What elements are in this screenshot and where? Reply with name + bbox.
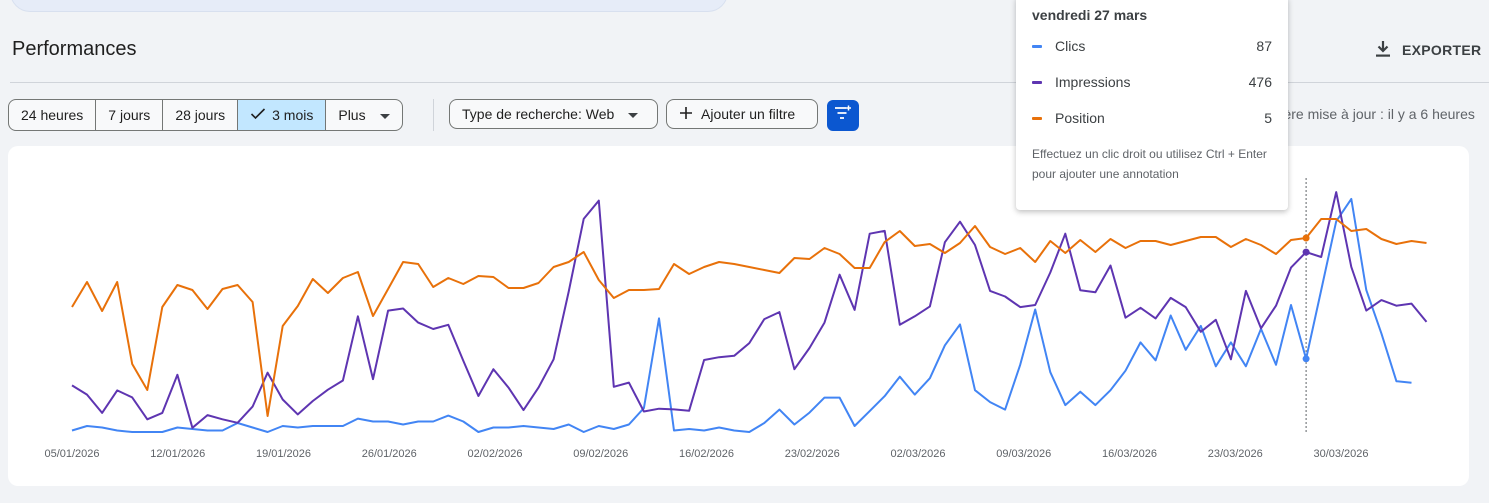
hover-markers <box>1302 234 1310 363</box>
range-more-button[interactable]: Plus <box>326 100 401 130</box>
tooltip-row-clics: Clics 87 <box>1032 36 1272 56</box>
export-label: EXPORTER <box>1402 42 1482 58</box>
x-tick-label: 26/01/2026 <box>362 448 417 460</box>
search-type-dropdown[interactable]: Type de recherche: Web <box>449 99 658 129</box>
export-button[interactable]: EXPORTER <box>1374 38 1481 62</box>
x-tick-label: 09/02/2026 <box>573 448 628 460</box>
tooltip-label: Clics <box>1055 38 1086 54</box>
x-tick-label: 23/03/2026 <box>1208 448 1263 460</box>
plus-icon <box>679 106 693 123</box>
tooltip-hint: Effectuez un clic droit ou utilisez Ctrl… <box>1032 147 1267 181</box>
x-tick-label: 23/02/2026 <box>785 448 840 460</box>
x-tick-label: 16/02/2026 <box>679 448 734 460</box>
chart-tooltip: vendredi 27 mars Clics 87 Impressions 47… <box>1016 0 1288 210</box>
clics-hover-dot <box>1302 355 1310 363</box>
tooltip-row-position: Position 5 <box>1032 108 1272 128</box>
date-range-selector: 24 heures 7 jours 28 jours 3 mois Plus <box>8 99 403 131</box>
position-swatch <box>1032 116 1042 120</box>
tooltip-value: 476 <box>1248 74 1272 90</box>
add-filter-button[interactable]: Ajouter un filtre <box>666 99 818 129</box>
check-icon <box>250 107 266 123</box>
chevron-down-icon <box>379 107 390 123</box>
tooltip-label: Impressions <box>1055 74 1131 90</box>
x-tick-label: 09/03/2026 <box>996 448 1051 460</box>
x-tick-label: 12/01/2026 <box>150 448 205 460</box>
series-lines <box>71 191 1428 433</box>
x-tick-label: 05/01/2026 <box>44 448 99 460</box>
chevron-down-icon <box>628 106 639 122</box>
range-3m-button[interactable]: 3 mois <box>238 100 327 130</box>
tooltip-value: 87 <box>1256 38 1272 54</box>
toolbar-separator <box>433 99 434 131</box>
header-divider <box>10 82 1489 83</box>
x-tick-label: 30/03/2026 <box>1313 448 1368 460</box>
clics-swatch <box>1032 44 1042 48</box>
x-tick-label: 19/01/2026 <box>256 448 311 460</box>
x-axis-ticks: 05/01/2026 12/01/2026 19/01/2026 26/01/2026… <box>44 448 1368 460</box>
position-line <box>71 218 1427 417</box>
x-tick-label: 16/03/2026 <box>1102 448 1157 460</box>
tooltip-date: vendredi 27 mars <box>1032 7 1148 23</box>
tooltip-value: 5 <box>1264 110 1272 126</box>
filter-settings-button[interactable] <box>827 100 859 131</box>
impressions-hover-dot <box>1302 248 1310 256</box>
x-tick-label: 02/02/2026 <box>467 448 522 460</box>
x-tick-label: 02/03/2026 <box>890 448 945 460</box>
download-icon <box>1374 40 1392 61</box>
performance-line-chart[interactable]: 05/01/2026 12/01/2026 19/01/2026 26/01/2026… <box>8 146 1469 486</box>
impressions-swatch <box>1032 80 1042 84</box>
range-28d-button[interactable]: 28 jours <box>163 100 239 130</box>
filter-sort-icon <box>834 105 852 126</box>
position-hover-dot <box>1302 234 1310 242</box>
range-7d-button[interactable]: 7 jours <box>96 100 164 130</box>
last-update-text: Dernière mise à jour : il y a 6 heures <box>1250 106 1475 122</box>
page-title: Performances <box>12 38 137 60</box>
impressions-line <box>71 191 1428 429</box>
search-bar-edge <box>10 0 728 12</box>
tooltip-label: Position <box>1055 110 1105 126</box>
clics-line <box>71 197 1412 433</box>
tooltip-row-impressions: Impressions 476 <box>1032 72 1272 92</box>
close-icon[interactable] <box>1466 0 1482 4</box>
range-24h-button[interactable]: 24 heures <box>9 100 97 130</box>
